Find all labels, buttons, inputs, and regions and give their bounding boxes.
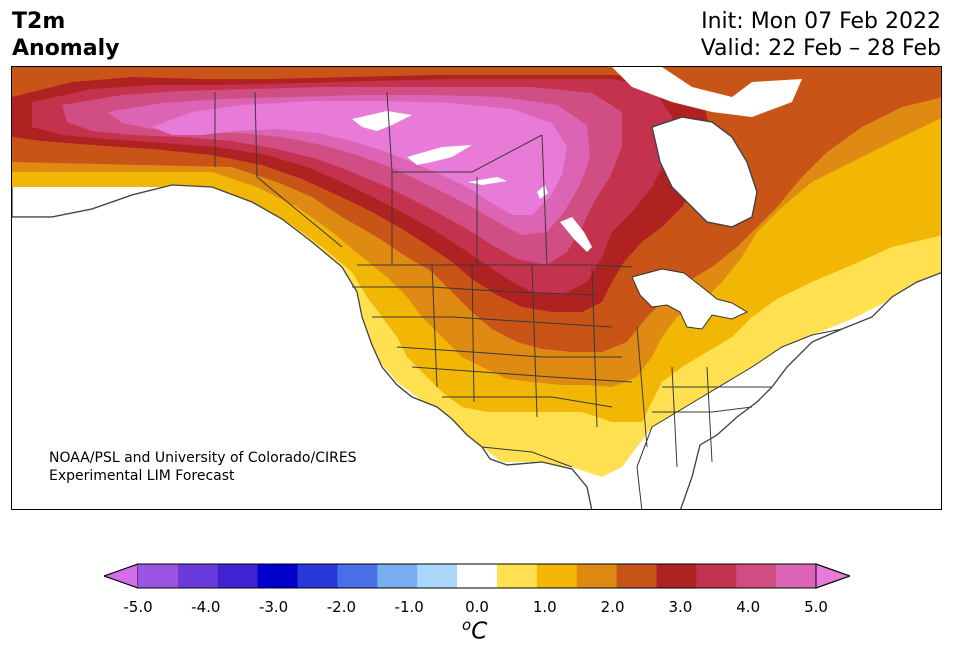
colorbar-tick-label: -2.0: [326, 598, 357, 616]
colorbar-segment: [656, 564, 697, 588]
pacific-ocean: [12, 185, 512, 509]
map-panel: [11, 66, 942, 510]
colorbar-extend-high: [815, 563, 850, 589]
colorbar-tick-label: 0.0: [465, 598, 489, 616]
init-date: Init: Mon 07 Feb 2022: [701, 9, 941, 34]
lake-winnipeg: [560, 217, 592, 252]
colorbar-segment: [138, 564, 179, 588]
map-title: T2m Anomaly: [12, 8, 119, 62]
anomaly-map: [12, 67, 941, 509]
colorbar: [104, 563, 850, 589]
colorbar-segment: [177, 564, 219, 588]
title-line-1: T2m: [12, 9, 66, 34]
great-slave-lake: [407, 145, 472, 165]
colorbar-tick-label: -4.0: [191, 598, 221, 616]
colorbar-tick-label: 4.0: [736, 598, 761, 616]
colorbar-segment: [496, 564, 538, 588]
valid-date: Valid: 22 Feb – 28 Feb: [700, 36, 941, 61]
credit-text: NOAA/PSL and University of Colorado/CIRE…: [49, 449, 357, 485]
coastlines: [12, 116, 941, 509]
colorbar-tick-label: 2.0: [600, 598, 625, 616]
colorbar-segment: [297, 564, 338, 588]
title-line-2: Anomaly: [12, 36, 120, 61]
arctic-waters: [612, 67, 802, 117]
colorbar-tick-label: 1.0: [532, 598, 557, 616]
forecast-dates: Init: Mon 07 Feb 2022 Valid: 22 Feb – 28…: [701, 8, 941, 62]
political-borders: [214, 91, 772, 468]
colorbar-tick-label: 5.0: [804, 598, 828, 616]
credit-line-2: Experimental LIM Forecast: [49, 468, 235, 484]
colorbar-segment: [776, 564, 817, 588]
colorbar-tick-label: 3.0: [668, 598, 693, 616]
atlantic-ocean: [680, 272, 941, 509]
colorbar-tick-label: -5.0: [123, 598, 153, 616]
colorbar-segment: [736, 564, 777, 588]
gulf-of-mexico: [507, 462, 592, 509]
colorbar-segment: [616, 564, 657, 588]
credit-line-1: NOAA/PSL and University of Colorado/CIRE…: [49, 450, 357, 466]
colorbar-tick-label: -1.0: [394, 598, 424, 616]
great-bear-lake: [352, 111, 412, 131]
colorbar-segment: [257, 564, 299, 588]
colorbar-segment: [457, 564, 498, 588]
colorbar-outline: [104, 563, 850, 589]
unit-superscript: o: [462, 616, 472, 634]
small-lake: [537, 185, 548, 199]
colorbar-segment: [377, 564, 418, 588]
unit-base: C: [471, 618, 488, 645]
colorbar-segment: [417, 564, 458, 588]
colorbar-segment: [337, 564, 378, 588]
lake-athabasca: [468, 177, 507, 185]
colorbar-unit: oC: [462, 616, 487, 645]
colorbar-segment: [217, 564, 259, 588]
colorbar-tick-label: -3.0: [258, 598, 289, 616]
colorbar-extend-low: [104, 563, 139, 589]
great-lakes: [631, 268, 749, 330]
colorbar-segment: [576, 564, 618, 588]
colorbar-segment: [536, 564, 578, 588]
colorbar-segment: [696, 564, 737, 588]
